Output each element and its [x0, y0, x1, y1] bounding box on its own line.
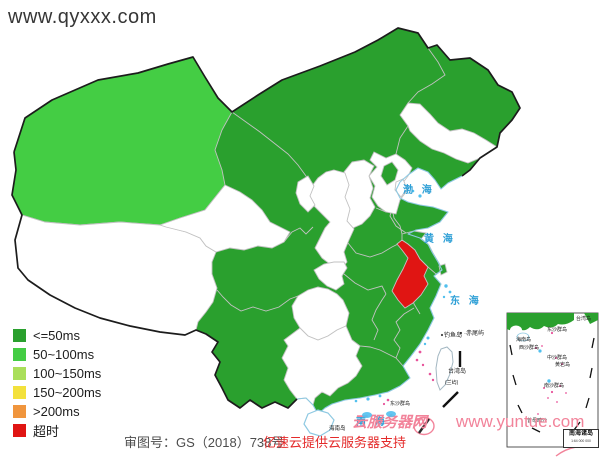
province-ningxia	[295, 175, 316, 213]
province-shanghai	[438, 263, 448, 276]
legend-swatch-100-150	[13, 367, 26, 380]
legend-swatch-150-200	[13, 386, 26, 399]
province-xizang	[14, 214, 218, 336]
legend-swatch-50-100	[13, 348, 26, 361]
inset-scale: 1:64 000 000	[571, 438, 591, 443]
legend-label: 50~100ms	[33, 347, 95, 362]
legend-label: <=50ms	[33, 328, 80, 343]
legend-row: >200ms	[13, 402, 101, 421]
inset-label-dongsha: 东沙群岛	[547, 327, 568, 333]
legend-label: 150~200ms	[33, 385, 102, 400]
inset-label-taiwan: 台湾岛	[576, 316, 592, 322]
inset-label-xisha: 西沙群岛	[519, 345, 540, 351]
province-beijing	[380, 161, 399, 186]
legend-row: 50~100ms	[13, 345, 101, 364]
cloud-icon	[362, 412, 372, 418]
inset-label-zengmu: 曾母暗沙	[527, 418, 548, 424]
province-chongqing	[313, 261, 348, 291]
province-qinghai	[158, 184, 291, 253]
coastal-islands	[354, 189, 463, 406]
inset-label-zhongsha: 中沙群岛	[547, 355, 568, 361]
bottom-watermark-url: www.yuntue.com	[455, 412, 585, 431]
inset-nine-dash-line	[509, 337, 595, 433]
inset-taiwan-tip	[584, 313, 598, 324]
sea-label-donghai: 东 海	[450, 296, 482, 307]
top-watermark: www.qyxxx.com	[8, 6, 157, 28]
province-xinjiang	[11, 56, 233, 226]
island-label-dongsha: 东沙群岛	[390, 401, 411, 407]
legend-row: 150~200ms	[13, 383, 101, 402]
legend-label: >200ms	[33, 404, 80, 419]
coastline	[296, 167, 463, 415]
inset-title: 南海诸岛	[568, 431, 593, 437]
inset-label-huangyan: 黄岩岛	[555, 362, 571, 368]
province-taiwan	[435, 346, 454, 391]
inset-label-nansha: 南沙群岛	[544, 383, 565, 389]
south-sea-inset	[506, 312, 599, 448]
north-land-border	[13, 27, 521, 177]
island-label-hainandao: 海南岛	[329, 426, 346, 432]
map-approval-number: 审图号：GS（2018）738号	[124, 435, 285, 450]
sea-label-bohai: 渤 海	[403, 185, 435, 196]
legend-swatch-gt200	[13, 405, 26, 418]
legend-swatch-timeout	[13, 424, 26, 437]
legend-row: <=50ms	[13, 326, 101, 345]
legend-label: 100~150ms	[33, 366, 102, 381]
cloud-icon	[386, 411, 396, 417]
latency-legend: <=50ms 50~100ms 100~150ms 150~200ms >200…	[13, 326, 101, 440]
bottom-watermark: 云服务器网 www.yuntue.com	[352, 411, 584, 432]
island-label-taiwandao: 台湾岛	[448, 369, 467, 375]
sea-label-nanhai: 南 海	[356, 417, 388, 428]
province-tianjin	[394, 178, 408, 198]
bottom-watermark-brand: 云服务器网	[352, 413, 428, 431]
legend-label: 超时	[33, 424, 60, 439]
inset-title-box: 南海诸岛 1:64 000 000	[563, 429, 599, 448]
province-guangxi	[281, 325, 363, 406]
legend-swatch-le50	[13, 329, 26, 342]
province-hainan	[303, 409, 335, 437]
island-label-lanyu: (兰屿)	[445, 380, 459, 386]
sea-label-huanghai: 黄 海	[424, 234, 456, 245]
nine-dash-line	[442, 351, 462, 408]
island-label-diaoyudao: 钓鱼岛	[444, 333, 463, 339]
inset-islands	[535, 331, 567, 415]
inset-mainland-coast	[507, 313, 574, 331]
legend-row: 超时	[13, 421, 101, 440]
legend-row: 100~150ms	[13, 364, 101, 383]
south-land-border	[11, 151, 298, 409]
island-label-chiweiyu: ·赤尾屿	[464, 331, 484, 337]
sponsor-text: 亿速云提供云服务器支持	[263, 435, 407, 450]
inset-label-hainan: 海南岛	[516, 337, 532, 343]
inset-hainan-island	[516, 332, 530, 342]
